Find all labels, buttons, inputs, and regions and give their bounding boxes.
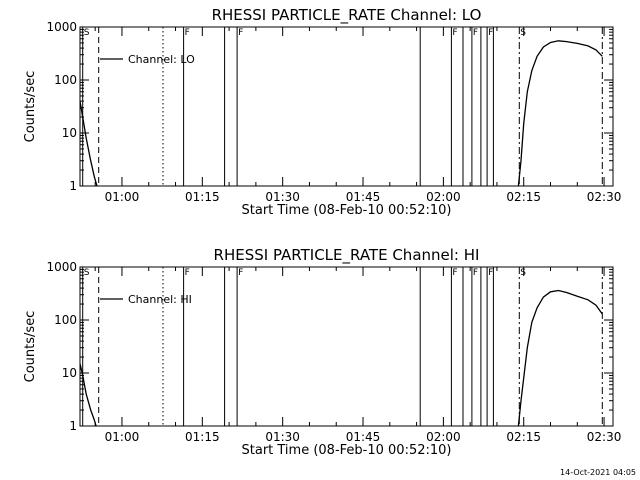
chart-title: RHESSI PARTICLE_RATE Channel: LO	[212, 6, 482, 25]
y-tick-label: 1000	[46, 260, 77, 274]
chart-title: RHESSI PARTICLE_RATE Channel: HI	[214, 246, 480, 265]
x-tick-label: 02:00	[426, 430, 461, 444]
y-tick-label: 10	[62, 126, 77, 140]
legend-label: Channel: LO	[128, 53, 195, 66]
x-tick-label: 02:30	[587, 190, 622, 204]
event-marker-label: F	[452, 28, 457, 38]
series-line	[517, 40, 603, 187]
event-marker-label: F	[473, 28, 478, 38]
x-tick-label: 01:45	[346, 430, 381, 444]
y-tick-label: 1	[69, 179, 77, 193]
x-axis-label: Start Time (08-Feb-10 00:52:10)	[242, 203, 452, 218]
x-axis-label: Start Time (08-Feb-10 00:52:10)	[242, 443, 452, 458]
x-tick-label: 02:00	[426, 190, 461, 204]
series-line	[517, 289, 603, 427]
event-marker-label: F	[238, 268, 243, 278]
event-marker-label: F	[185, 28, 190, 38]
event-marker-label: F	[185, 268, 190, 278]
event-marker-label: F	[488, 268, 493, 278]
footer-timestamp: 14-Oct-2021 04:05	[560, 468, 636, 477]
event-marker-label: F	[238, 28, 243, 38]
legend-label: Channel: HI	[128, 293, 192, 306]
x-tick-label: 01:15	[185, 190, 220, 204]
x-tick-label: 01:00	[105, 430, 140, 444]
event-marker-label: F	[488, 28, 493, 38]
x-tick-label: 02:30	[587, 430, 622, 444]
y-tick-label: 10	[62, 366, 77, 380]
x-tick-label: 01:15	[185, 430, 220, 444]
event-marker-label: F	[473, 268, 478, 278]
y-tick-label: 1000	[46, 20, 77, 34]
x-tick-label: 01:00	[105, 190, 140, 204]
y-tick-label: 1	[69, 419, 77, 433]
plot-frame	[79, 266, 614, 427]
x-tick-label: 01:30	[265, 190, 300, 204]
series-line	[79, 100, 98, 187]
x-tick-label: 02:15	[506, 430, 541, 444]
event-marker-label: S	[84, 28, 90, 38]
event-marker-label: S	[84, 268, 90, 278]
plot-frame	[79, 26, 614, 187]
y-axis-label: Counts/sec	[23, 311, 38, 383]
y-tick-label: 100	[54, 313, 77, 327]
y-tick-label: 100	[54, 73, 77, 87]
x-tick-label: 02:15	[506, 190, 541, 204]
event-marker-label: F	[452, 268, 457, 278]
x-tick-label: 01:45	[346, 190, 381, 204]
y-axis-label: Counts/sec	[23, 71, 38, 143]
x-tick-label: 01:30	[265, 430, 300, 444]
